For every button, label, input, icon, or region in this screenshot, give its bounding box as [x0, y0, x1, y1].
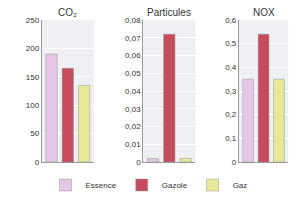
svg-text:0: 0: [232, 158, 237, 167]
svg-text:0,02: 0,02: [125, 122, 141, 131]
svg-text:0,06: 0,06: [125, 51, 141, 60]
svg-text:Gaz: Gaz: [233, 181, 248, 190]
svg-text:0,4: 0,4: [225, 63, 237, 72]
svg-text:0,08: 0,08: [125, 16, 141, 25]
svg-text:Essence: Essence: [86, 181, 117, 190]
svg-text:250: 250: [26, 16, 40, 25]
svg-text:0,2: 0,2: [225, 110, 237, 119]
svg-text:0,04: 0,04: [125, 87, 141, 96]
svg-text:0: 0: [35, 158, 40, 167]
svg-text:Particules: Particules: [147, 7, 191, 18]
svg-text:0,05: 0,05: [125, 69, 141, 78]
svg-text:NOX: NOX: [253, 7, 275, 18]
svg-text:0,5: 0,5: [225, 39, 237, 48]
svg-text:0,1: 0,1: [225, 134, 237, 143]
svg-text:0,03: 0,03: [125, 105, 141, 114]
svg-text:200: 200: [26, 44, 40, 53]
svg-text:0,01: 0,01: [125, 140, 141, 149]
svg-text:0,3: 0,3: [225, 87, 237, 96]
svg-text:0,6: 0,6: [225, 16, 237, 25]
svg-text:0: 0: [136, 158, 141, 167]
svg-text:CO₂: CO₂: [58, 7, 77, 18]
svg-text:Gazole: Gazole: [162, 181, 188, 190]
svg-text:50: 50: [30, 129, 39, 138]
svg-text:100: 100: [26, 101, 40, 110]
svg-text:150: 150: [26, 73, 40, 82]
svg-text:0,07: 0,07: [125, 34, 141, 43]
